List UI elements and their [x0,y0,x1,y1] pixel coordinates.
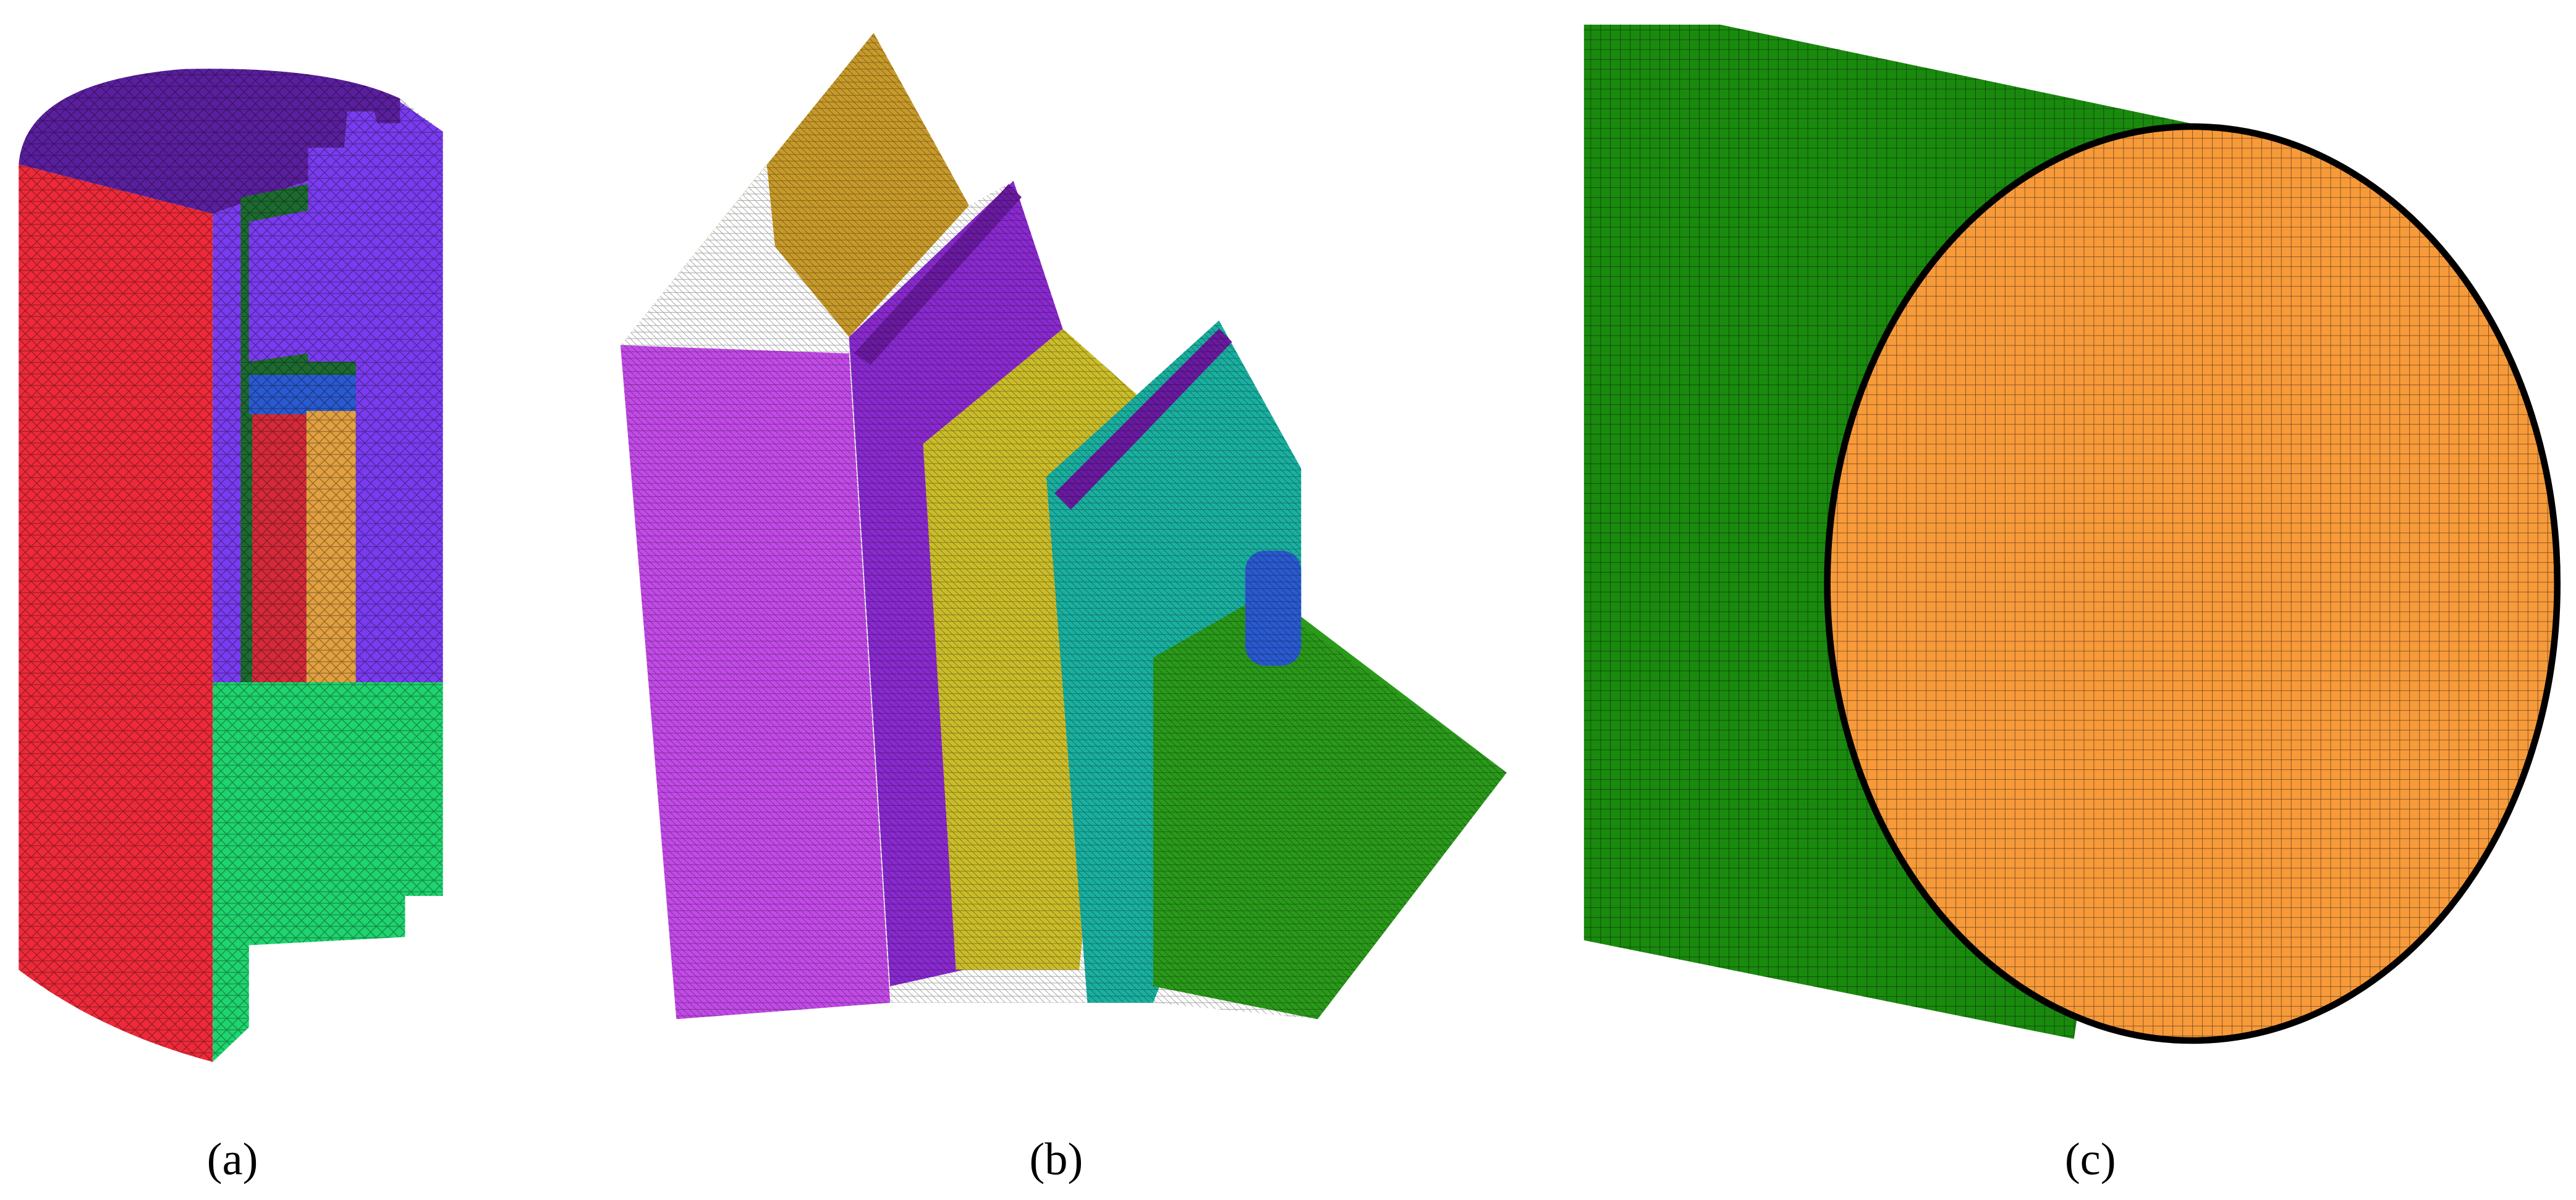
panel-label: (c) [2065,1135,2116,1185]
panel-label: (b) [1029,1135,1083,1185]
panel-c-mesh [1583,24,2561,1044]
panel-a-mesh [19,69,443,1062]
panel-b-mesh [620,33,1507,1020]
panel-label: (a) [207,1135,258,1185]
